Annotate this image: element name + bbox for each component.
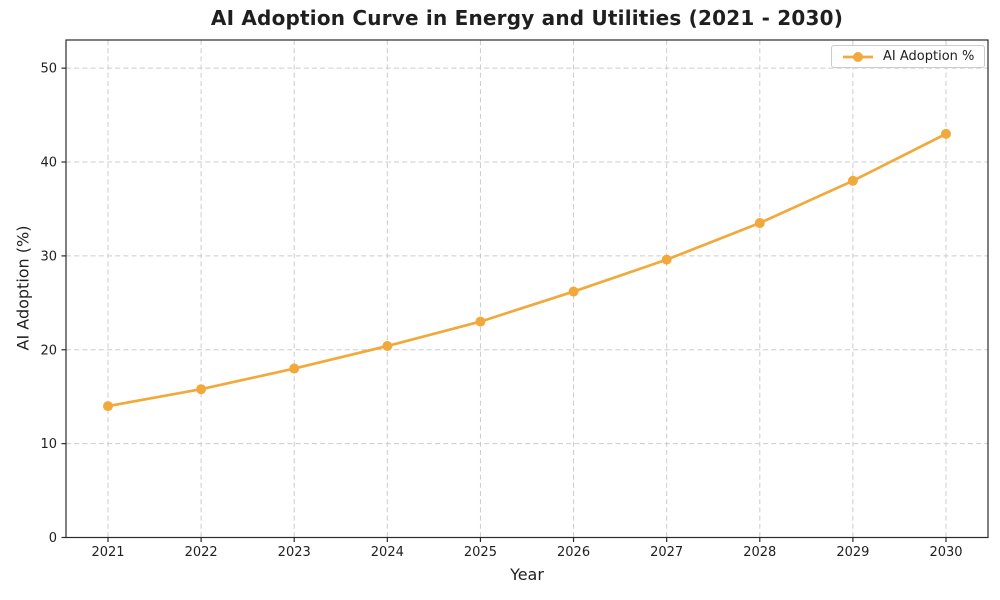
y-tick-label: 20 — [40, 343, 57, 358]
data-point — [382, 341, 393, 352]
data-point — [754, 218, 765, 229]
data-point — [289, 363, 300, 374]
data-point — [103, 401, 113, 412]
x-axis-label: Year — [510, 565, 544, 584]
y-tick-label: 30 — [40, 249, 57, 264]
legend: AI Adoption % — [831, 45, 986, 68]
chart-title: AI Adoption Curve in Energy and Utilitie… — [210, 6, 844, 30]
y-axis-label: AI Adoption (%) — [13, 225, 33, 351]
x-tick-label: 2029 — [836, 545, 869, 560]
y-tick-label: 0 — [49, 531, 57, 546]
y-tick-label: 40 — [40, 156, 57, 171]
y-tick-label: 50 — [40, 62, 57, 77]
plot-border — [65, 39, 989, 539]
data-point — [941, 128, 951, 139]
x-tick-label: 2025 — [464, 545, 497, 560]
data-point — [568, 286, 579, 297]
x-tick-label: 2021 — [91, 545, 124, 560]
legend-label: AI Adoption % — [883, 49, 975, 64]
data-point — [196, 384, 207, 395]
x-tick-label: 2022 — [185, 545, 218, 560]
x-tick-label: 2028 — [743, 545, 776, 560]
x-tick-label: 2026 — [557, 545, 590, 560]
data-point — [475, 316, 486, 327]
data-point — [661, 254, 672, 265]
x-tick-label: 2024 — [371, 545, 404, 560]
data-point — [847, 175, 858, 186]
data-line — [106, 132, 948, 408]
y-tick-label: 10 — [40, 437, 57, 452]
legend-swatch-icon — [843, 51, 873, 62]
x-tick-label: 2030 — [929, 545, 962, 560]
x-tick-label: 2027 — [650, 545, 683, 560]
x-tick-label: 2023 — [278, 545, 311, 560]
